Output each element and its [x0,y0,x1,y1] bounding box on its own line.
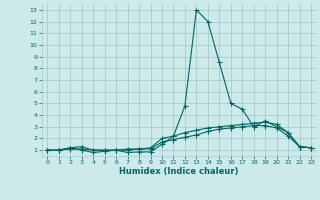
X-axis label: Humidex (Indice chaleur): Humidex (Indice chaleur) [119,167,239,176]
